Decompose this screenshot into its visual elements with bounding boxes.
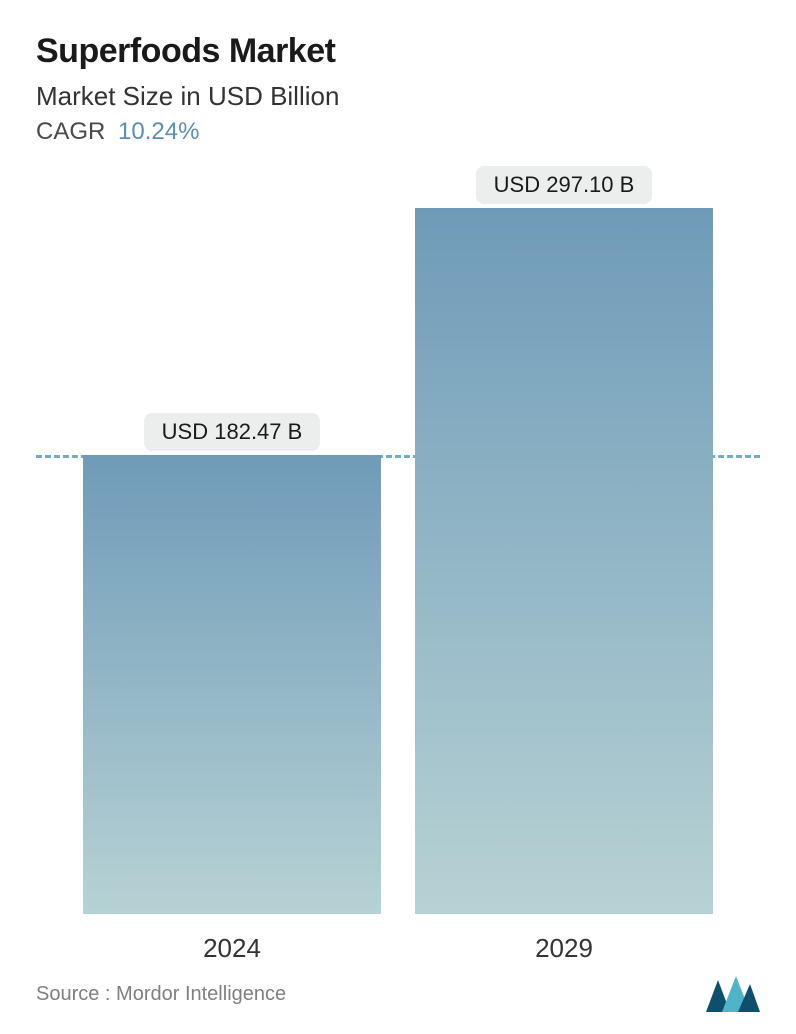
chart-container: Superfoods Market Market Size in USD Bil… xyxy=(0,0,796,1034)
value-pill: USD 182.47 B xyxy=(144,413,321,451)
bars-group: USD 182.47 B USD 297.10 B xyxy=(36,166,760,914)
chart-title: Superfoods Market xyxy=(36,32,760,71)
source-text: Source : Mordor Intelligence xyxy=(36,983,286,1006)
plot-region: USD 182.47 B USD 297.10 B xyxy=(36,166,760,914)
chart-subtitle: Market Size in USD Billion xyxy=(36,81,760,112)
x-axis-label: 2024 xyxy=(83,933,382,964)
bar-wrap: USD 182.47 B xyxy=(83,166,382,914)
mordor-logo-icon xyxy=(706,976,760,1012)
bar xyxy=(83,455,382,914)
value-pill: USD 297.10 B xyxy=(476,166,653,204)
bar xyxy=(415,208,714,914)
cagr-label: CAGR xyxy=(36,118,105,145)
chart-area: USD 182.47 B USD 297.10 B 2024 2029 xyxy=(36,166,760,1014)
chart-footer: Source : Mordor Intelligence xyxy=(36,976,760,1012)
bar-wrap: USD 297.10 B xyxy=(415,166,714,914)
cagr-value: 10.24% xyxy=(118,118,199,145)
x-axis-label: 2029 xyxy=(415,933,714,964)
cagr-line: CAGR 10.24% xyxy=(36,118,760,146)
x-axis-labels: 2024 2029 xyxy=(36,933,760,964)
